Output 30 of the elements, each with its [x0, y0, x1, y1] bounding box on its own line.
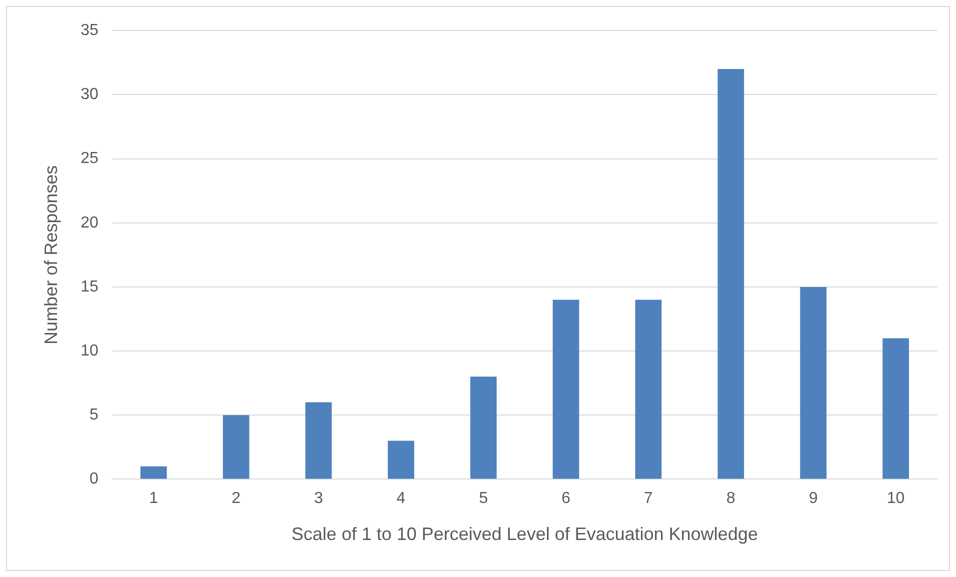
bar	[388, 440, 414, 479]
y-tick-label: 30	[80, 86, 98, 104]
x-tick-label: 9	[808, 490, 818, 508]
x-tick-label: 7	[644, 490, 653, 508]
bar	[718, 69, 744, 479]
x-tick-label: 1	[149, 490, 158, 508]
y-tick-label: 25	[80, 150, 98, 168]
x-tick-label: 5	[479, 490, 488, 508]
bar	[882, 338, 909, 479]
x-tick-label: 8	[726, 490, 736, 508]
y-tick-label: 10	[80, 342, 98, 360]
x-tick-label: 10	[886, 490, 905, 508]
x-tick-label: 4	[396, 490, 406, 508]
y-tick-label: 5	[89, 406, 98, 424]
y-tick-label: 0	[89, 470, 98, 488]
y-tick-label: 20	[80, 214, 98, 232]
x-tick-label: 2	[232, 490, 241, 508]
y-tick-label: 15	[80, 278, 98, 296]
bar	[800, 286, 827, 479]
bar	[305, 402, 332, 479]
bar	[222, 415, 250, 479]
bar	[470, 376, 497, 479]
x-tick-label: 3	[314, 490, 324, 508]
bar	[635, 300, 662, 479]
y-tick-label: 35	[80, 22, 98, 40]
bar	[552, 300, 580, 479]
x-axis-title: Scale of 1 to 10 Perceived Level of Evacuation Knowledge	[292, 524, 758, 544]
x-tick-label: 6	[561, 490, 570, 508]
y-axis-title: Number of Responses	[40, 165, 61, 344]
bar	[140, 466, 167, 479]
